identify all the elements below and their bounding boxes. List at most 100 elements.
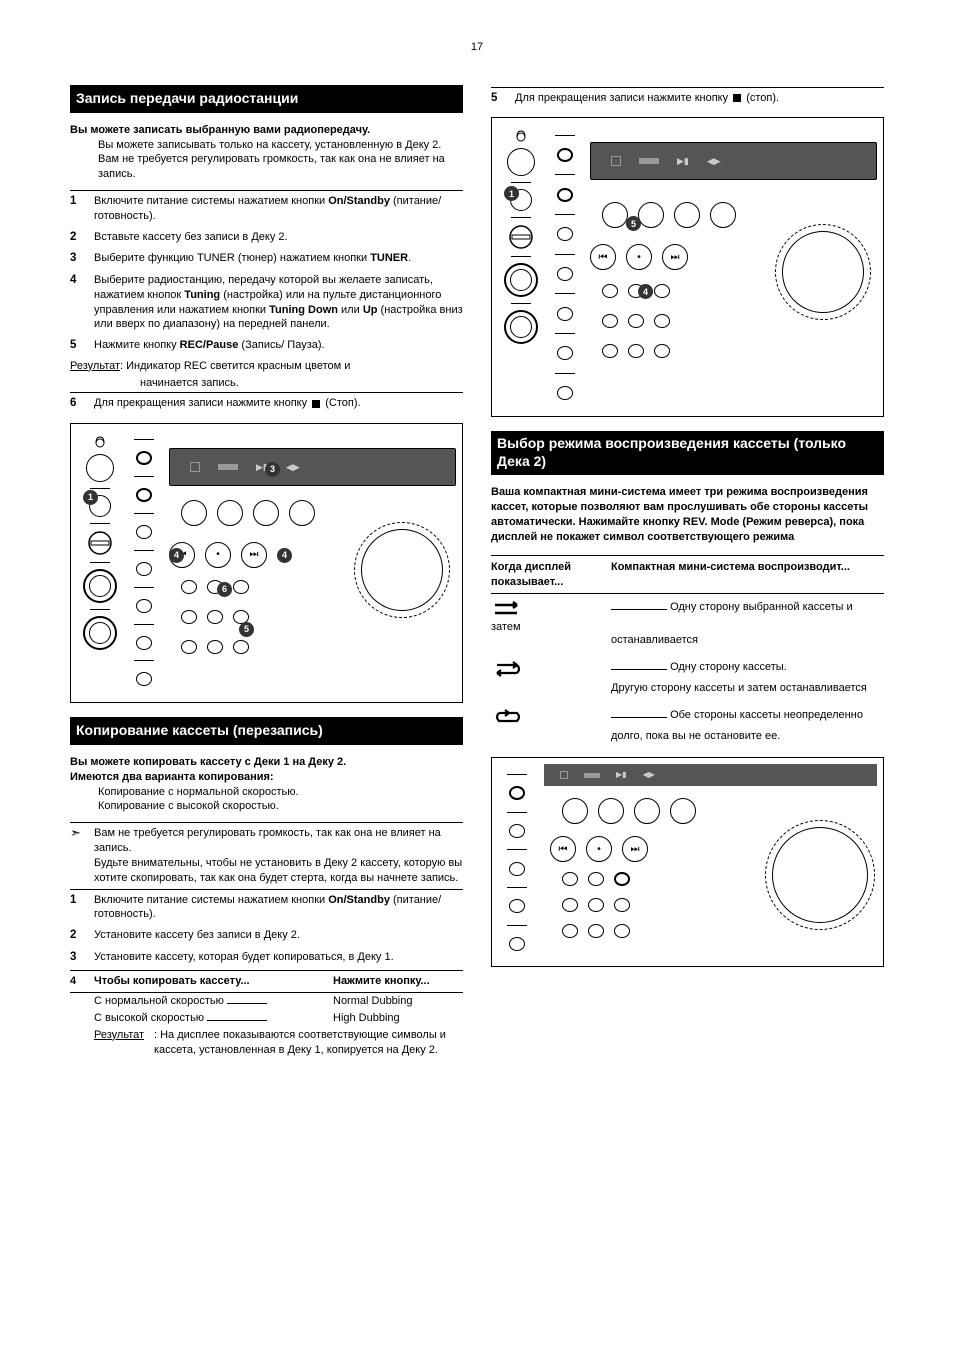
button-row bbox=[562, 924, 630, 938]
small-button-icon bbox=[136, 451, 152, 465]
table-col-header: Нажмите кнопку... bbox=[333, 974, 463, 989]
step-number: 3 bbox=[70, 950, 94, 966]
result-line-2: начинается запись. bbox=[70, 376, 463, 391]
step-item: 2 Вставьте кассету без записи в Деку 2. bbox=[70, 227, 463, 249]
intro-line: Копирование с нормальной скоростью. bbox=[70, 785, 463, 800]
step-text: Нажмите кнопку bbox=[94, 339, 180, 351]
fill-blank-line bbox=[611, 717, 667, 718]
knob-icon bbox=[83, 616, 117, 650]
round-button-icon bbox=[289, 500, 315, 526]
step-number: 4 bbox=[70, 273, 94, 332]
divider-icon bbox=[511, 303, 531, 304]
step-item: 1 Включите питание системы нажатием кноп… bbox=[70, 890, 463, 926]
table-row: С высокой скоростью High Dubbing bbox=[70, 1010, 463, 1027]
small-button-icon bbox=[136, 488, 152, 502]
button-row bbox=[602, 284, 670, 298]
button-row: ⏮•⏭ bbox=[590, 244, 688, 270]
section1-header: Запись передачи радиостанции bbox=[70, 85, 463, 113]
small-button-icon bbox=[557, 307, 573, 321]
small-button-icon bbox=[588, 924, 604, 938]
small-button-icon bbox=[509, 899, 525, 913]
round-button-icon bbox=[253, 500, 279, 526]
small-button-icon bbox=[654, 314, 670, 328]
diagram-main-panel: ▶▮◀▶ ⏮•⏭ bbox=[590, 124, 877, 410]
small-button-icon bbox=[562, 898, 578, 912]
section3-intro: Ваша компактная мини-система имеет три р… bbox=[491, 485, 884, 544]
round-button-icon bbox=[638, 202, 664, 228]
callout-badge: 3 bbox=[265, 462, 280, 477]
result-text: : На дисплее показываются соответствующи… bbox=[154, 1028, 463, 1058]
step-text: Для прекращения записи нажмите кнопку bbox=[94, 397, 310, 409]
small-button-icon bbox=[557, 267, 573, 281]
divider-icon bbox=[555, 135, 575, 136]
round-button-icon: ⏮ bbox=[550, 836, 576, 862]
small-button-icon bbox=[207, 610, 223, 624]
step-text: Для прекращения записи нажмите кнопку bbox=[515, 92, 731, 104]
button-row bbox=[181, 640, 249, 654]
divider-icon bbox=[134, 513, 154, 514]
step-body: Включите питание системы нажатием кнопки… bbox=[94, 194, 463, 224]
intro-bold: Имеются два варианта копирования: bbox=[70, 770, 463, 785]
step-number: 4 bbox=[70, 974, 94, 989]
note-marker-icon: ➣ bbox=[70, 826, 94, 885]
divider-icon bbox=[507, 887, 527, 888]
section2-intro: Вы можете копировать кассету с Деки 1 на… bbox=[70, 755, 463, 814]
knob-icon bbox=[504, 310, 538, 344]
table-cell: Normal Dubbing bbox=[333, 994, 463, 1009]
divider-icon bbox=[555, 293, 575, 294]
small-button-icon bbox=[136, 525, 152, 539]
divider-icon bbox=[511, 182, 531, 183]
divider-icon bbox=[555, 174, 575, 175]
step-number: 3 bbox=[70, 251, 94, 267]
step-bold: On/Standby bbox=[328, 894, 390, 906]
intro-line: Копирование с высокой скоростью. bbox=[70, 799, 463, 814]
divider-icon bbox=[511, 256, 531, 257]
modes-col-header: Когда дисплей показывает... bbox=[491, 560, 611, 590]
mode-text: Одну сторону кассеты. bbox=[611, 660, 884, 675]
step-item: 5 Для прекращения записи нажмите кнопку … bbox=[491, 87, 884, 110]
divider-icon bbox=[134, 624, 154, 625]
note-row: ➣ Вам не требуется регулировать громкост… bbox=[70, 823, 463, 888]
diagram-main-panel: ▶▮◀▶ ⏮•⏭ bbox=[544, 764, 877, 960]
step-text: (Запись/ Пауза). bbox=[238, 339, 324, 351]
mode-text: Обе стороны кассеты неопределенно bbox=[611, 708, 884, 723]
modes-col-header: Компактная мини-система воспроизводит... bbox=[611, 560, 884, 590]
note-text: Вам не требуется регулировать громкость,… bbox=[94, 826, 463, 856]
knob-icon bbox=[83, 569, 117, 603]
round-button-icon bbox=[602, 202, 628, 228]
step-text: Включите питание системы нажатием кнопки bbox=[94, 195, 328, 207]
small-button-icon bbox=[509, 786, 525, 800]
section2-notes: ➣ Вам не требуется регулировать громкост… bbox=[70, 822, 463, 888]
circle-bar-icon bbox=[87, 530, 113, 556]
table-result-row: Результат : На дисплее показываются соот… bbox=[70, 1027, 463, 1059]
section1-intro: Вы можете записать выбранную вами радиоп… bbox=[70, 123, 463, 182]
small-button-icon bbox=[562, 872, 578, 886]
small-button-icon bbox=[602, 284, 618, 298]
table-header: 4 Чтобы копировать кассету... Нажмите кн… bbox=[70, 970, 463, 993]
step-number: 1 bbox=[70, 893, 94, 923]
table-cell: С высокой скоростью bbox=[94, 1011, 333, 1026]
round-button-icon bbox=[674, 202, 700, 228]
mode-text: Другую сторону кассеты и затем останавли… bbox=[611, 681, 884, 696]
button-row bbox=[602, 344, 670, 358]
small-button-icon bbox=[557, 227, 573, 241]
fill-blank-line bbox=[227, 1003, 267, 1004]
small-button-icon bbox=[557, 148, 573, 162]
small-button-icon bbox=[654, 284, 670, 298]
section1-steps: 1 Включите питание системы нажатием кноп… bbox=[70, 190, 463, 357]
step-text: Включите питание системы нажатием кнопки bbox=[94, 894, 328, 906]
step-bold: TUNER bbox=[370, 252, 408, 264]
step-bold: Tuning Down bbox=[269, 304, 338, 316]
step-item: 1 Включите питание системы нажатием кноп… bbox=[70, 191, 463, 227]
mode-text-span: Одну сторону кассеты. bbox=[670, 661, 787, 673]
step-item: 6 Для прекращения записи нажмите кнопку … bbox=[70, 392, 463, 415]
result-line: Результат: Индикатор REC светится красны… bbox=[70, 357, 463, 376]
small-button-icon bbox=[557, 346, 573, 360]
modes-table-header: Когда дисплей показывает... Компактная м… bbox=[491, 555, 884, 595]
divider-icon bbox=[134, 587, 154, 588]
small-button-icon bbox=[614, 898, 630, 912]
button-row bbox=[602, 314, 670, 328]
divider-icon bbox=[134, 476, 154, 477]
knob-icon bbox=[504, 263, 538, 297]
step-number: 5 bbox=[70, 338, 94, 354]
